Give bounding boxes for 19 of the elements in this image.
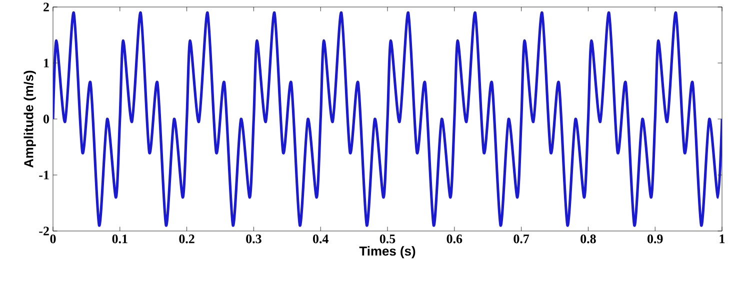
y-axis-title: Amplitude (m/s) [24,70,36,168]
x-tick-label: 0.9 [648,234,663,244]
x-tick-label: 0.8 [580,234,596,244]
y-tick-label: 1 [44,58,49,68]
x-tick-label: 0.1 [112,234,128,244]
x-tick-label: 0.3 [246,234,262,244]
y-tick-label: 2 [44,2,49,12]
x-tick-label: 0.7 [514,234,530,244]
x-tick-label: 0.4 [313,234,328,244]
line-series [53,11,722,227]
x-tick-label: 0.6 [446,234,462,244]
x-tick-label: 0.2 [179,234,194,244]
x-tick-label: 1 [720,234,725,244]
x-tick-label: 0.5 [380,234,396,244]
x-axis-title: Times (s) [359,246,416,258]
y-tick-label: 0 [44,114,49,124]
x-tick-label: 0 [50,234,56,244]
y-tick-label: -1 [39,170,49,180]
y-tick-label: -2 [39,226,49,236]
